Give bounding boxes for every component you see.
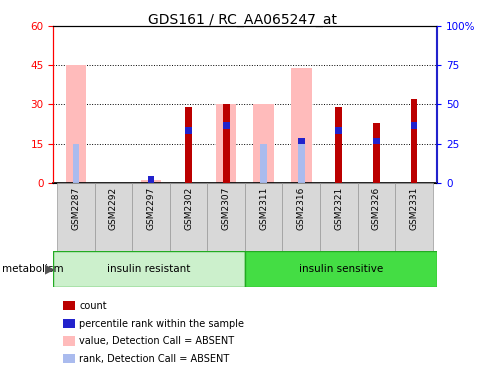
Text: GSM2302: GSM2302 <box>184 186 193 229</box>
Bar <box>65 65 86 183</box>
Bar <box>147 180 154 183</box>
Text: GSM2321: GSM2321 <box>333 186 343 229</box>
Bar <box>260 143 267 183</box>
Text: ▶: ▶ <box>45 262 55 276</box>
Text: value, Detection Call = ABSENT: value, Detection Call = ABSENT <box>79 336 234 346</box>
Bar <box>132 183 169 251</box>
Bar <box>222 143 229 183</box>
Bar <box>372 123 379 183</box>
Bar <box>410 122 416 128</box>
Bar <box>335 127 342 134</box>
Bar <box>253 104 273 183</box>
Bar <box>140 180 161 183</box>
Text: GSM2287: GSM2287 <box>71 186 80 229</box>
Bar <box>169 183 207 251</box>
Text: GDS161 / RC_AA065247_at: GDS161 / RC_AA065247_at <box>148 13 336 27</box>
Bar <box>372 138 379 144</box>
Bar <box>357 183 394 251</box>
Bar <box>297 138 304 144</box>
Text: GSM2311: GSM2311 <box>258 186 268 230</box>
Text: percentile rank within the sample: percentile rank within the sample <box>79 318 243 329</box>
Bar <box>73 143 79 183</box>
Bar <box>185 127 192 134</box>
Bar <box>57 183 94 251</box>
Text: rank, Detection Call = ABSENT: rank, Detection Call = ABSENT <box>79 354 229 364</box>
Bar <box>147 180 154 183</box>
Text: GSM2316: GSM2316 <box>296 186 305 230</box>
Bar <box>222 122 229 128</box>
Bar <box>94 183 132 251</box>
Bar <box>410 99 416 183</box>
Text: insulin sensitive: insulin sensitive <box>298 264 382 274</box>
Text: count: count <box>79 301 106 311</box>
Bar <box>215 104 236 183</box>
Bar <box>335 107 342 183</box>
Bar <box>290 68 311 183</box>
Bar <box>207 183 244 251</box>
Bar <box>244 183 282 251</box>
Text: GSM2326: GSM2326 <box>371 186 380 229</box>
Bar <box>147 176 154 183</box>
Text: insulin resistant: insulin resistant <box>107 264 190 274</box>
Bar <box>244 251 436 287</box>
Bar <box>319 183 357 251</box>
Text: metabolism: metabolism <box>2 264 64 274</box>
Bar <box>297 141 304 183</box>
Bar <box>53 251 244 287</box>
Text: GSM2297: GSM2297 <box>146 186 155 229</box>
Text: GSM2292: GSM2292 <box>109 186 118 229</box>
Text: GSM2331: GSM2331 <box>408 186 418 230</box>
Text: GSM2307: GSM2307 <box>221 186 230 230</box>
Bar <box>185 107 192 183</box>
Bar <box>282 183 319 251</box>
Bar <box>222 104 229 183</box>
Bar <box>394 183 432 251</box>
